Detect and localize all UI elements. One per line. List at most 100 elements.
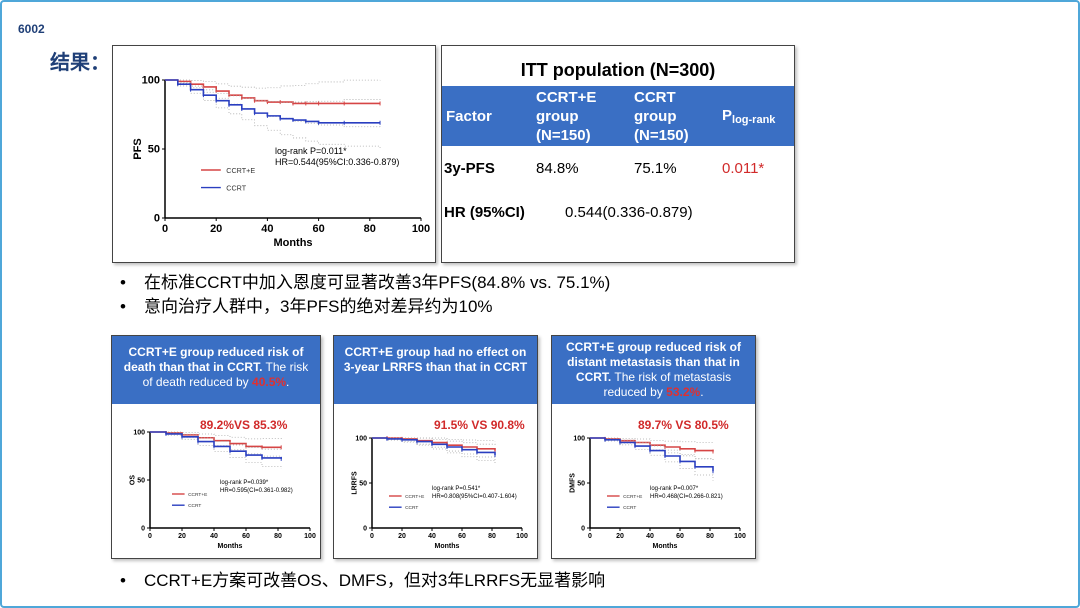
dmfs-card-pct: 53.2% [666,385,701,399]
annotation: log-rank P=0.541* [432,486,481,492]
y-axis-label: LRRFS [352,471,359,495]
y-tick-label: 50 [359,480,367,487]
x-tick-label: 40 [646,533,654,540]
ci-upper-CCRT+E [165,79,381,89]
os-card-tail: . [286,375,290,389]
x-tick-label: 20 [178,533,186,540]
x-tick-label: 60 [242,533,250,540]
x-axis-label: Months [273,237,312,249]
legend-label-CCRT+E: CCRT+E [226,166,255,175]
dmfs-compare: 89.7% VS 80.5% [638,418,729,432]
lrrfs-chart: 0 20 40 60 80 100 0 50 100 Months LRRFS CCRT+E CCRT l… [352,435,528,550]
itt-title: ITT population (N=300) [520,60,716,80]
lrrfs-card-line1: CCRT+E group had no effect on 3-year LRR… [343,345,528,374]
legend-label-CCRT+E: CCRT+E [623,494,642,500]
lrrfs-compare: 91.5% VS 90.8% [434,418,525,432]
x-tick-label: 60 [458,533,466,540]
os-card-header: CCRT+E group reduced risk of death than … [112,336,320,404]
lrrfs-card-header: CCRT+E group had no effect on 3-year LRR… [334,336,537,404]
ci-lower-CCRT [372,437,496,465]
ci-lower-CCRT [590,437,714,481]
bullet-top-2: • 意向治疗人群中，3年PFS的绝对差异约为10% [120,297,493,316]
y-tick-label: 100 [133,429,145,436]
lrrfs-card: CCRT+E group had no effect on 3-year LRR… [333,335,538,559]
ci-lower-CCRT [165,79,381,148]
itt-header-p-sub: log-rank [732,113,776,126]
y-tick-label: 0 [363,525,367,532]
x-tick-label: 20 [210,223,222,235]
ci-upper-CCRT [150,431,282,450]
y-tick-label: 50 [148,144,160,156]
itt-header-p-main: P [722,106,733,124]
bullet-bottom-text: CCRT+E方案可改善OS、DMFS，但对3年LRRFS无显著影响 [144,571,606,590]
pfs-chart: 0 20 40 60 80 100 0 50 100 Months PFS CCRT+E CCRT log… [132,75,430,249]
os-card-pct: 40.5% [252,375,287,389]
x-tick-label: 100 [734,533,746,540]
itt-pfs-a: 84.8% [536,159,579,177]
y-tick-label: 100 [355,435,367,442]
x-tick-label: 60 [312,223,324,235]
x-tick-label: 100 [304,533,316,540]
itt-pfs-label: 3y-PFS [444,159,495,177]
y-axis-label: OS [130,475,137,485]
x-tick-label: 80 [274,533,282,540]
legend-label-CCRT+E: CCRT+E [188,492,207,498]
x-tick-label: 40 [428,533,436,540]
os-chart: 0 20 40 60 80 100 0 50 100 Months OS CCRT+E CCRT log-… [130,429,316,550]
x-tick-label: 20 [398,533,406,540]
itt-hr-value: 0.544(0.336-0.879) [565,203,693,221]
itt-header-p: Plog-rank [721,86,794,146]
page-title: 结果： [50,52,110,74]
dmfs-card-line2: The risk of metastasis reduced by [603,370,732,399]
os-compare: 89.2%VS 85.3% [200,418,288,432]
itt-header-row: Factor CCRT+E group (N=150) CCRT group (… [442,86,794,146]
ci-lower-CCRT+E [165,79,381,129]
y-tick-label: 50 [137,477,145,484]
itt-pfs-b: 75.1% [634,159,677,177]
os-card-line1: CCRT+E group reduced risk of death than … [123,345,304,374]
itt-header-factor: Factor [446,107,492,125]
y-tick-label: 0 [581,525,585,532]
x-tick-label: 0 [370,533,374,540]
y-tick-label: 50 [577,480,585,487]
itt-row-pfs: 3y-PFS 84.8% 75.1% 0.011* [442,146,794,190]
x-tick-label: 40 [210,533,218,540]
x-tick-label: 80 [488,533,496,540]
x-tick-label: 0 [588,533,592,540]
dmfs-card-line1: CCRT+E group reduced risk of distant met… [565,340,742,384]
bullet-top-1-text: 在标准CCRT中加入恩度可显著改善3年PFS(84.8% vs. 75.1%) [144,273,611,292]
x-tick-label: 20 [616,533,624,540]
os-card: CCRT+E group reduced risk of death than … [111,335,321,559]
os-card-line2: The risk of death reduced by [142,360,309,389]
x-tick-label: 0 [162,223,168,235]
annotation: HR=0.468(CI=0.266-0.821) [650,494,723,500]
x-tick-label: 40 [261,223,273,235]
annotation: HR=0.595(CI=0.361-0.982) [220,488,293,494]
bullet-top-1: • 在标准CCRT中加入恩度可显著改善3年PFS(84.8% vs. 75.1%) [120,273,611,292]
x-tick-label: 100 [516,533,528,540]
dmfs-card-tail: . [700,385,704,399]
legend-label-CCRT: CCRT [226,184,246,193]
x-tick-label: 80 [706,533,714,540]
bullet-top-2-text: 意向治疗人群中，3年PFS的绝对差异约为10% [144,297,493,316]
itt-table: Factor CCRT+E group (N=150) CCRT group (… [442,86,794,234]
legend-label-CCRT: CCRT [623,505,636,511]
x-axis-label: Months [653,543,678,550]
itt-table-panel: ITT population (N=300) Factor CCRT+E gro… [441,45,795,263]
x-tick-label: 100 [412,223,430,235]
annotation: log-rank P=0.007* [650,486,699,492]
annotation: HR=0.808(95%CI=0.407-1.604) [432,494,517,500]
x-tick-label: 60 [676,533,684,540]
bullet-bottom: • CCRT+E方案可改善OS、DMFS，但对3年LRRFS无显著影响 [120,571,606,590]
y-tick-label: 0 [141,525,145,532]
annotation: log-rank P=0.039* [220,480,269,486]
itt-row-hr: HR (95%CI) 0.544(0.336-0.879) [442,190,794,234]
y-axis-label: DMFS [570,473,577,493]
x-axis-label: Months [435,543,460,550]
itt-header-ccrte: CCRT+E group (N=150) [536,88,597,144]
x-axis-label: Months [218,543,243,550]
slide-number: 6002 [18,22,45,36]
itt-pfs-p: 0.011* [722,159,765,177]
pfs-chart-panel: 0 20 40 60 80 100 0 50 100 Months PFS CCRT+E CCRT log… [112,45,436,263]
